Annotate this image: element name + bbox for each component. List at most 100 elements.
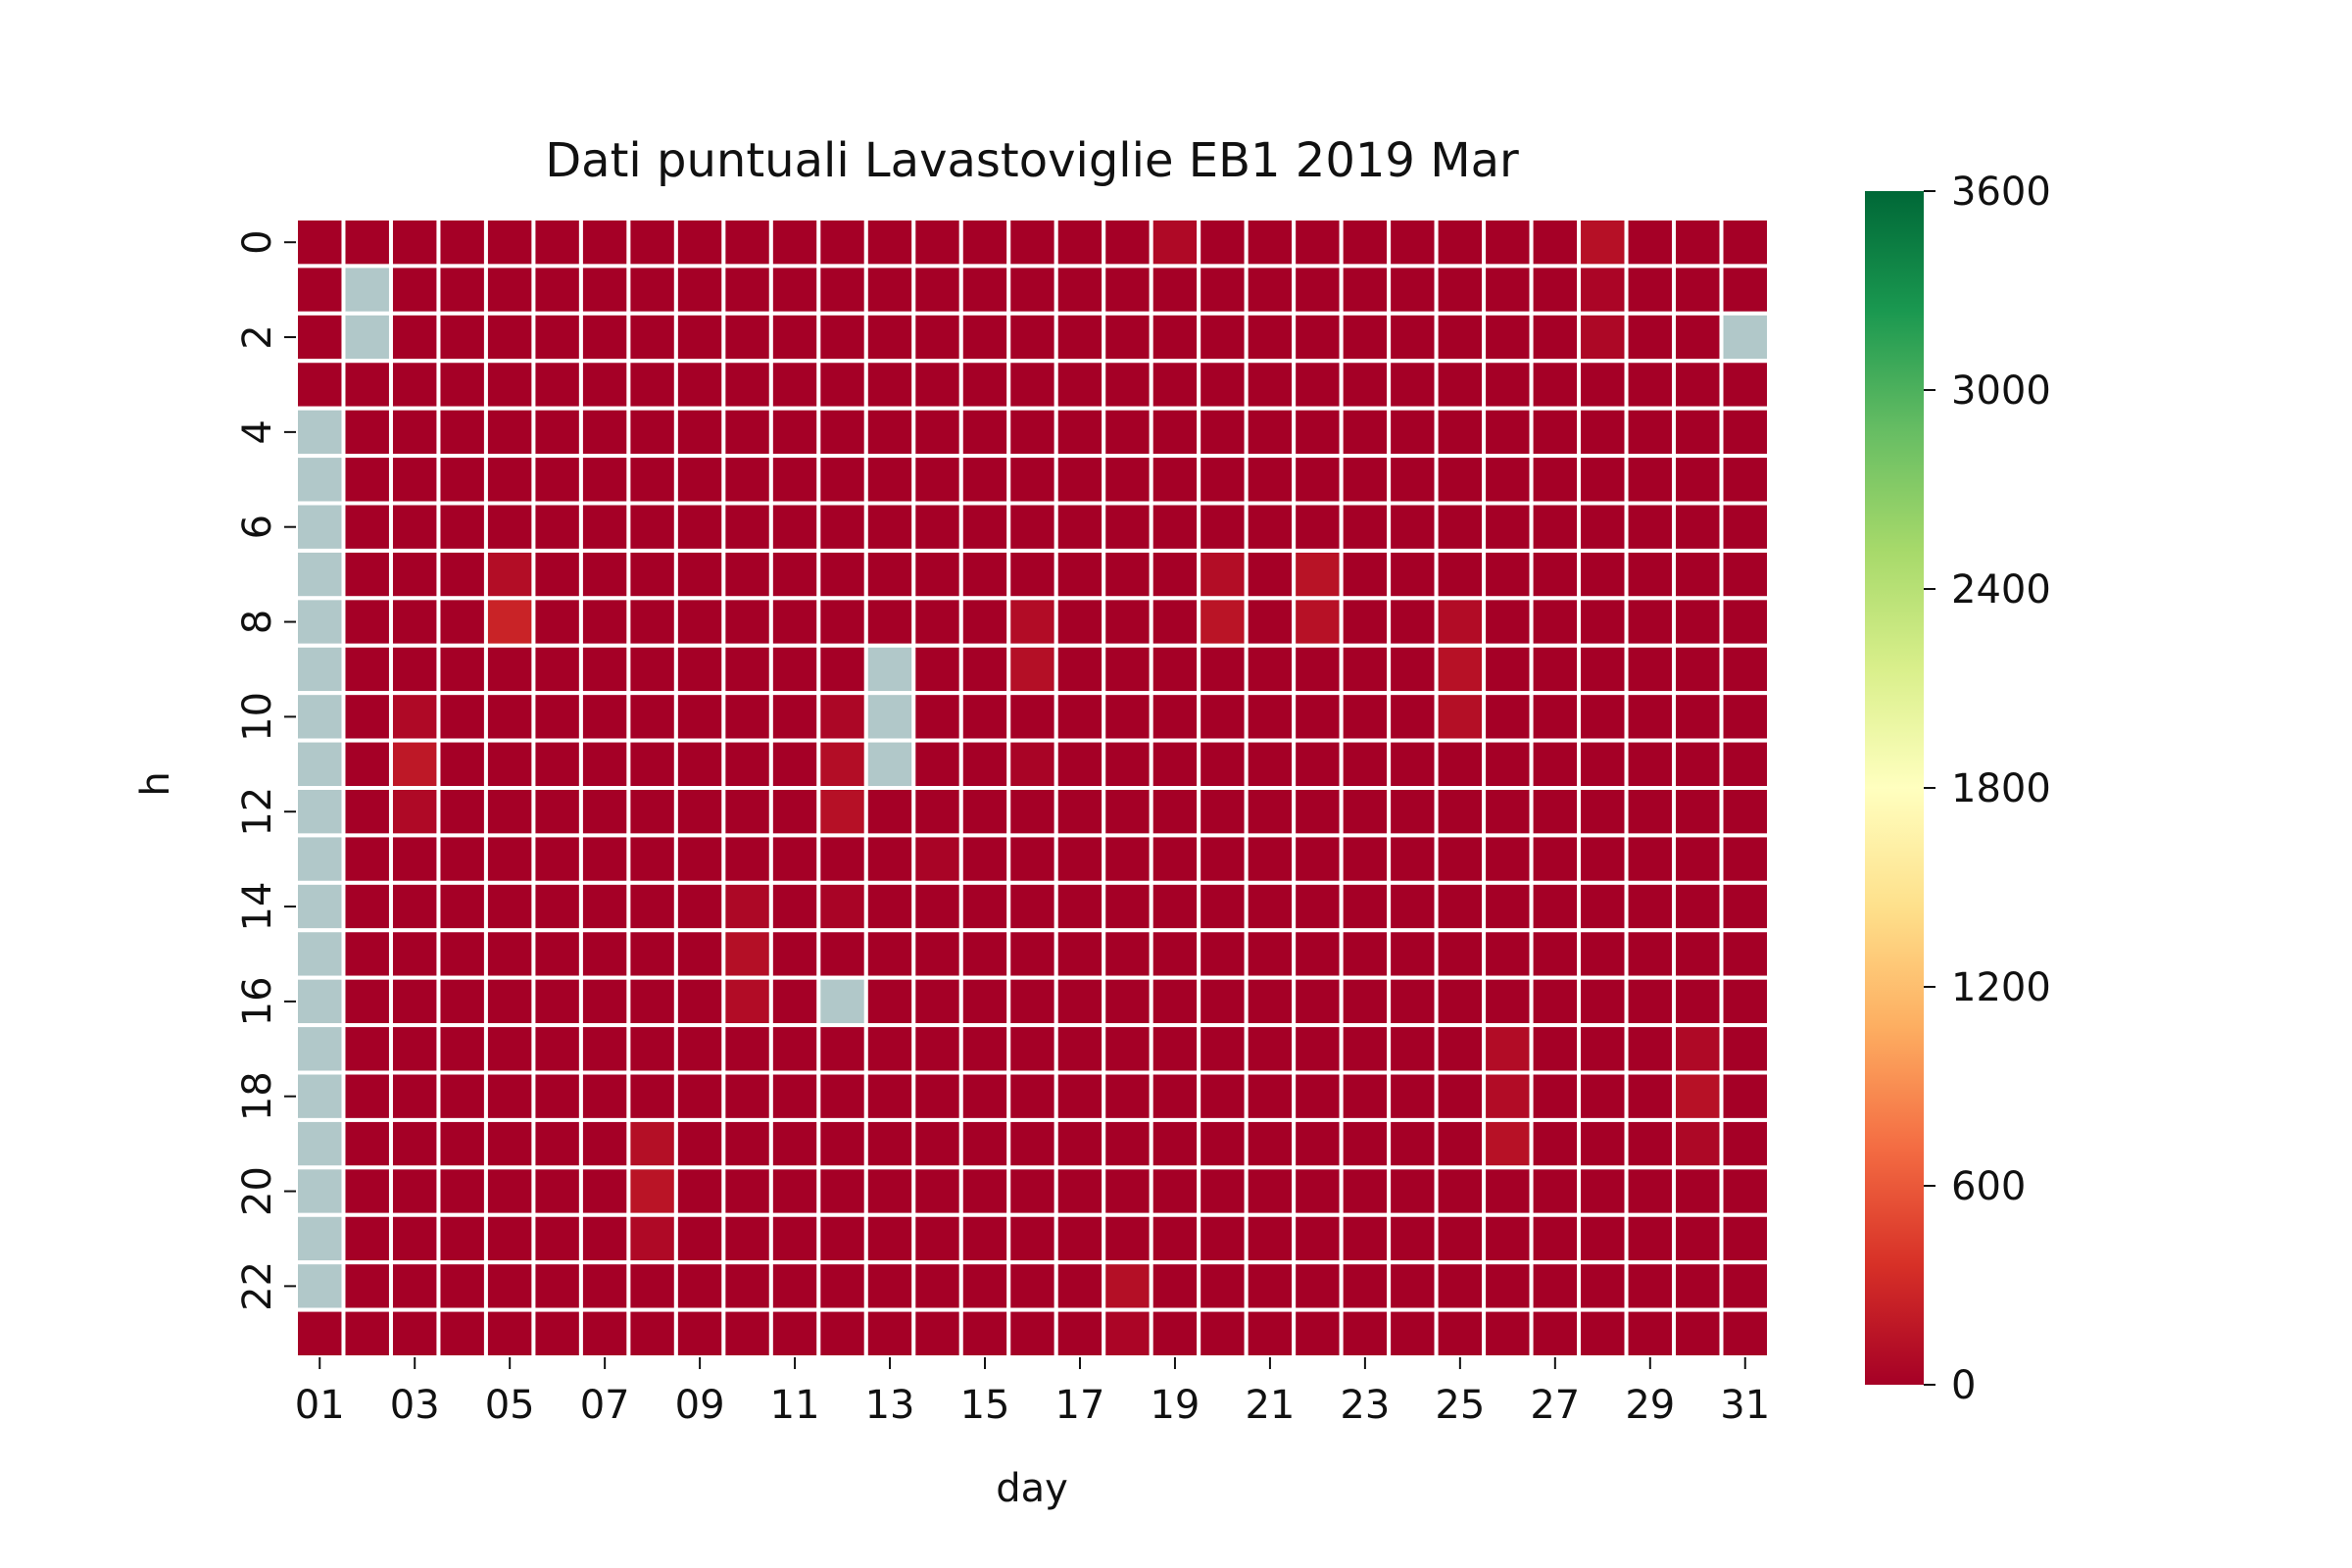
heatmap-cell — [1434, 643, 1487, 696]
heatmap-cell — [673, 1070, 726, 1122]
heatmap-cell — [1577, 928, 1629, 980]
heatmap-cell — [626, 596, 678, 648]
heatmap-cell — [1244, 643, 1297, 696]
heatmap-cell — [483, 1117, 536, 1170]
heatmap-cell — [1339, 738, 1392, 790]
heatmap-cell — [1529, 217, 1582, 269]
heatmap-cell-missing — [294, 1212, 346, 1265]
heatmap-cell — [626, 454, 678, 506]
heatmap-cell — [1577, 359, 1629, 411]
heatmap-cell — [1054, 691, 1106, 743]
heatmap-cell — [483, 311, 536, 364]
heatmap-cell — [768, 643, 821, 696]
heatmap-cell — [1244, 548, 1297, 601]
heatmap-cell — [483, 1212, 536, 1265]
heatmap-cell — [1006, 359, 1058, 411]
heatmap-cell — [531, 786, 583, 838]
heatmap-cell — [958, 975, 1011, 1028]
heatmap-cell — [436, 1260, 488, 1312]
heatmap-cell — [1292, 786, 1344, 838]
heatmap-cell — [1244, 1070, 1297, 1122]
heatmap-cell — [1006, 1070, 1058, 1122]
x-tick-label: 29 — [1625, 1383, 1675, 1428]
heatmap-cell — [1482, 1023, 1534, 1075]
heatmap-cell — [1006, 217, 1058, 269]
heatmap-cell — [673, 406, 726, 459]
heatmap-cell — [1054, 928, 1106, 980]
heatmap-cell — [673, 217, 726, 269]
heatmap-cell — [958, 454, 1011, 506]
heatmap-cell — [1197, 691, 1249, 743]
heatmap-cell — [721, 596, 773, 648]
heatmap-cell — [1102, 359, 1153, 411]
heatmap-cell — [578, 691, 631, 743]
heatmap-cell — [1672, 501, 1724, 553]
heatmap-cell — [483, 217, 536, 269]
heatmap-cell — [768, 1023, 821, 1075]
heatmap-cell — [341, 880, 393, 933]
heatmap-cell — [531, 217, 583, 269]
heatmap-cell — [531, 880, 583, 933]
heatmap-cell — [958, 786, 1011, 838]
heatmap-cell — [436, 975, 488, 1028]
heatmap-cell — [1482, 880, 1534, 933]
x-tick-label: 17 — [1055, 1383, 1105, 1428]
heatmap-cell — [1054, 786, 1106, 838]
heatmap-cell — [1292, 454, 1344, 506]
heatmap-cell — [1434, 596, 1487, 648]
heatmap-cell — [721, 975, 773, 1028]
heatmap-cell — [1387, 928, 1439, 980]
heatmap-cell — [1482, 975, 1534, 1028]
heatmap-cell — [816, 217, 868, 269]
heatmap-cell — [531, 1070, 583, 1122]
heatmap-cell — [1292, 264, 1344, 316]
heatmap-cell — [1624, 264, 1677, 316]
heatmap-cell — [958, 311, 1011, 364]
heatmap-cell — [721, 833, 773, 885]
heatmap-cell — [578, 643, 631, 696]
heatmap-cell — [1387, 596, 1439, 648]
heatmap-cell — [863, 217, 916, 269]
heatmap-cell — [1244, 833, 1297, 885]
heatmap-cell — [1482, 1307, 1534, 1360]
heatmap-cell — [863, 1260, 916, 1312]
heatmap-cell — [1624, 359, 1677, 411]
heatmap-cell — [1387, 406, 1439, 459]
heatmap-cell — [1149, 738, 1201, 790]
heatmap-cell — [1292, 1070, 1344, 1122]
heatmap-cell — [1624, 501, 1677, 553]
heatmap-cell — [483, 596, 536, 648]
heatmap-cell — [483, 548, 536, 601]
heatmap-cell — [958, 359, 1011, 411]
heatmap-cell — [816, 1212, 868, 1265]
heatmap-cell — [1006, 501, 1058, 553]
heatmap-cell — [436, 501, 488, 553]
heatmap-cell — [911, 264, 963, 316]
heatmap-cell — [483, 454, 536, 506]
heatmap-cell — [1672, 880, 1724, 933]
heatmap-cell — [1624, 1070, 1677, 1122]
heatmap-cell — [578, 454, 631, 506]
heatmap-cell — [626, 786, 678, 838]
heatmap-cell — [1577, 1117, 1629, 1170]
heatmap-cell — [1102, 928, 1153, 980]
heatmap-cell — [1719, 880, 1771, 933]
heatmap-cell — [531, 643, 583, 696]
heatmap-cell-missing — [294, 691, 346, 743]
heatmap-cell-missing — [294, 738, 346, 790]
heatmap-cell — [578, 833, 631, 885]
heatmap-cell — [388, 454, 441, 506]
heatmap-cell-missing — [863, 738, 916, 790]
y-tick-label: 20 — [235, 1166, 280, 1216]
heatmap-cell — [673, 643, 726, 696]
heatmap-cell — [388, 1070, 441, 1122]
heatmap-cell — [1197, 1117, 1249, 1170]
heatmap-cell — [816, 738, 868, 790]
heatmap-cell — [578, 501, 631, 553]
heatmap-cell — [1197, 217, 1249, 269]
heatmap-cell — [1102, 1165, 1153, 1217]
heatmap-cell — [341, 691, 393, 743]
heatmap-cell — [1054, 311, 1106, 364]
heatmap-cell — [436, 264, 488, 316]
heatmap-cell — [768, 738, 821, 790]
